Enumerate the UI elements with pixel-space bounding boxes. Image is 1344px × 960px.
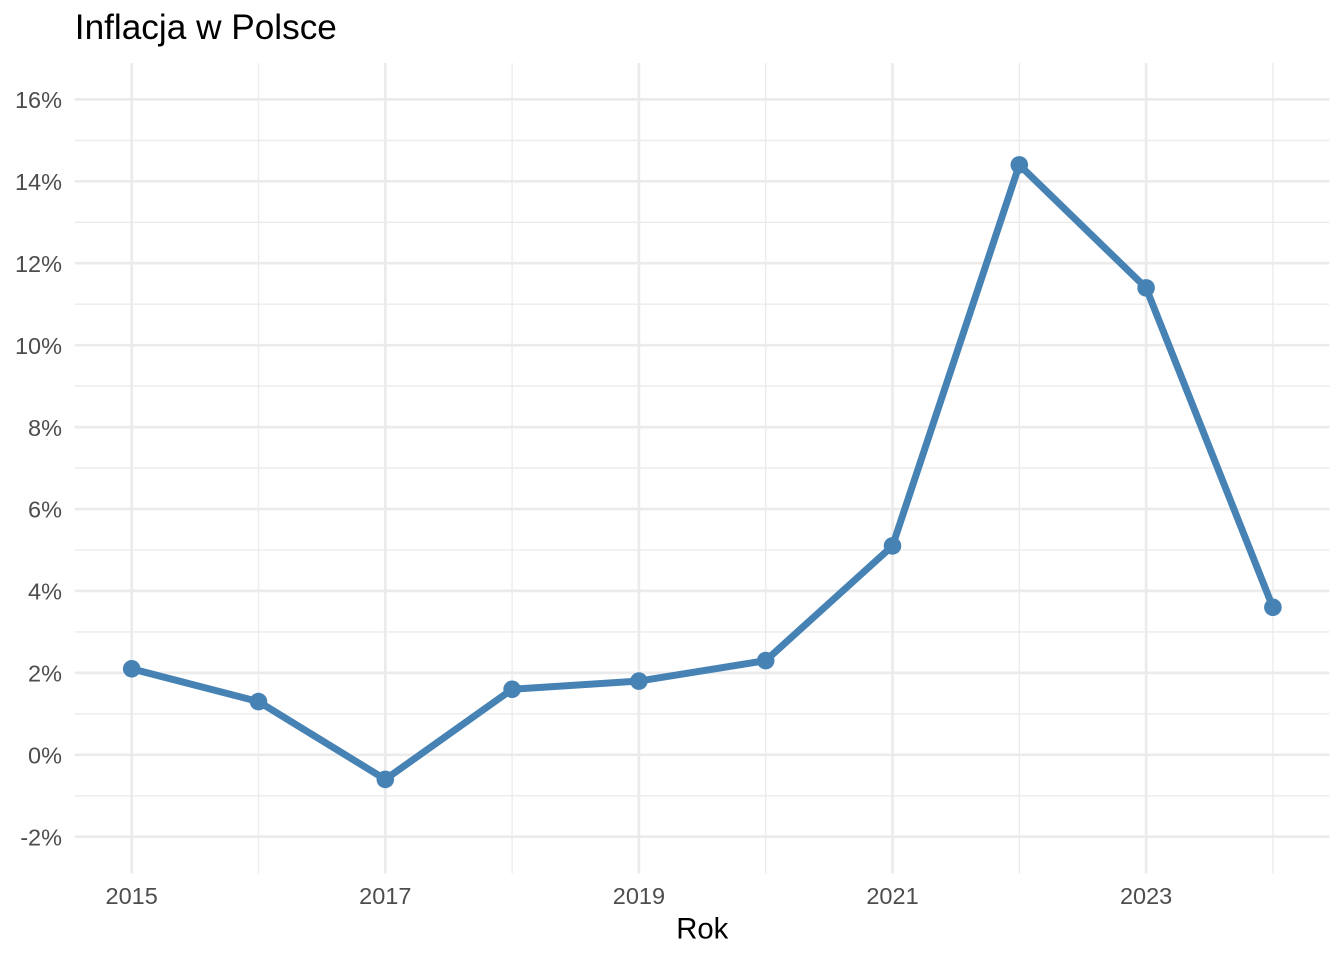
svg-text:Inflacja w Polsce: Inflacja w Polsce bbox=[75, 8, 337, 47]
svg-text:2021: 2021 bbox=[866, 883, 918, 909]
svg-text:2015: 2015 bbox=[106, 883, 158, 909]
svg-text:8%: 8% bbox=[28, 415, 62, 441]
svg-text:-2%: -2% bbox=[20, 824, 62, 850]
svg-text:2023: 2023 bbox=[1120, 883, 1172, 909]
svg-text:6%: 6% bbox=[28, 497, 62, 523]
svg-text:14%: 14% bbox=[15, 169, 62, 195]
svg-text:Rok: Rok bbox=[676, 913, 728, 946]
svg-text:0%: 0% bbox=[28, 743, 62, 769]
svg-text:2019: 2019 bbox=[613, 883, 665, 909]
svg-text:16%: 16% bbox=[15, 87, 62, 113]
svg-text:2017: 2017 bbox=[359, 883, 411, 909]
svg-text:2%: 2% bbox=[28, 661, 62, 687]
svg-text:10%: 10% bbox=[15, 333, 62, 359]
svg-text:12%: 12% bbox=[15, 251, 62, 277]
svg-text:4%: 4% bbox=[28, 579, 62, 605]
